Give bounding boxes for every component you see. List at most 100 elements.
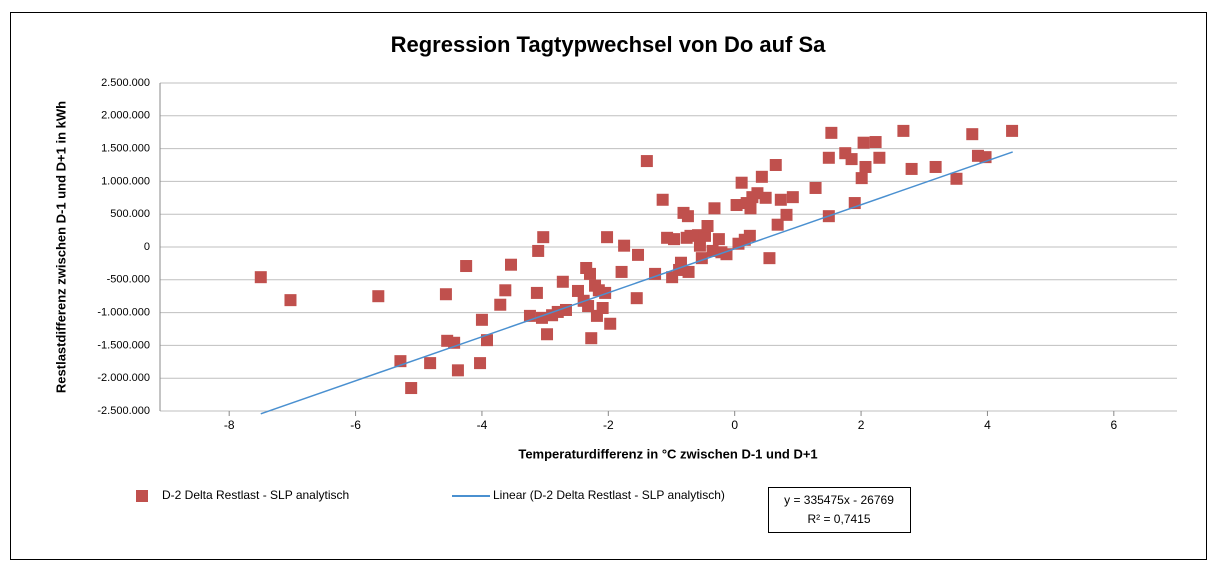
point [905,162,918,175]
point [897,124,910,137]
trendline-r-squared: R² = 0,7415 [807,512,870,526]
point [474,357,487,370]
point [771,218,784,231]
point [950,172,963,185]
y-axis-label: Restlastdifferenz zwischen D-1 und D+1 i… [53,101,68,393]
point [769,159,782,171]
point [451,364,464,377]
point [845,153,858,166]
point [681,210,694,223]
point [743,229,756,242]
point [475,313,488,326]
x-tick-label: 0 [731,418,738,432]
point [701,220,714,233]
point [693,239,706,252]
point [556,275,569,288]
y-tick-label: -1.000.000 [97,307,150,319]
point [424,357,437,370]
point [780,208,793,221]
point [859,160,872,173]
point [857,136,870,149]
y-tick-label: -500.000 [107,274,150,286]
point [1006,124,1019,137]
x-tick-label: -6 [350,418,361,432]
point [966,128,979,141]
point [532,244,545,257]
point [541,328,554,341]
point [708,202,721,215]
point [855,172,868,185]
point [494,298,507,311]
point [695,252,708,265]
point [825,126,838,139]
x-tick-label: -2 [603,418,614,432]
point [284,294,297,307]
point [505,258,518,271]
point [615,265,628,278]
point [656,193,669,206]
y-tick-label: -2.000.000 [97,372,150,384]
point [530,286,543,299]
point [439,288,452,301]
x-tick-label: 2 [858,418,865,432]
y-tick-label: -2.500.000 [97,405,150,417]
y-tick-label: 1.500.000 [101,143,150,155]
point [582,300,595,313]
point [786,191,799,204]
point [372,290,385,303]
point [809,181,822,194]
y-tick-label: -1.500.000 [97,339,150,351]
y-tick-label: 500.000 [110,208,150,220]
x-tick-label: 4 [984,418,991,432]
point [929,160,942,173]
legend-label: Linear (D-2 Delta Restlast - SLP analyti… [493,488,725,502]
trendline [260,151,1013,415]
point [873,151,886,164]
chart-title: Regression Tagtypwechsel von Do auf Sa [391,32,827,57]
point [755,170,768,183]
point [632,248,645,261]
x-tick-label: 6 [1110,418,1117,432]
y-tick-label: 2.000.000 [101,110,150,122]
point [735,176,748,189]
trendline-equation: y = 335475x - 26769 [784,493,894,507]
point [537,231,550,244]
point [763,252,776,265]
legend-label: D-2 Delta Restlast - SLP analytisch [162,488,349,502]
point [744,202,757,215]
point [869,136,882,149]
point [640,155,653,168]
point [774,193,787,206]
x-axis-label: Temperaturdifferenz in °C zwischen D-1 u… [518,446,817,461]
point [601,231,614,244]
x-tick-label: -4 [477,418,488,432]
y-tick-label: 2.500.000 [101,77,150,89]
legend-marker [136,490,148,502]
point [822,151,835,164]
y-tick-label: 0 [144,241,150,253]
point [630,292,643,305]
point [480,334,493,347]
point [460,260,473,273]
x-tick-label: -8 [224,418,235,432]
point [254,271,267,284]
point [730,199,743,212]
point [599,286,612,299]
point [712,233,725,246]
equation-box [768,487,911,533]
point [618,239,631,252]
point [583,267,596,280]
point [604,317,617,330]
point [682,265,695,278]
point [585,332,598,345]
point [499,284,512,297]
y-tick-label: 1.000.000 [101,175,150,187]
point [759,191,772,204]
point [698,229,711,242]
point [571,284,584,297]
point [405,382,418,395]
point [668,233,681,246]
point [596,302,609,315]
chart-frame [10,12,1207,560]
